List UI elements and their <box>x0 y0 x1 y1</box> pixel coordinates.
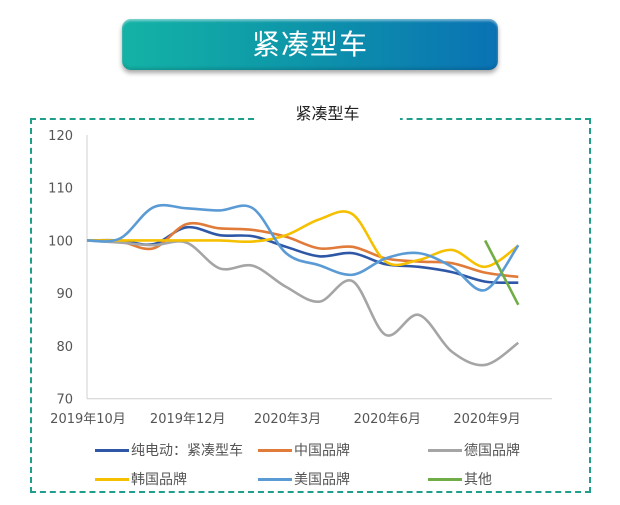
x-tick-label: 2019年12月 <box>150 412 226 427</box>
legend-label: 其他 <box>464 472 492 488</box>
legend-label: 纯电动：紧凑型车 <box>131 443 243 459</box>
series-line-2 <box>86 239 520 367</box>
y-tick-label: 70 <box>56 393 73 408</box>
y-tick-label: 120 <box>48 129 73 144</box>
y-tick-label: 100 <box>48 234 73 249</box>
legend-item: 韩国品牌 <box>95 469 187 489</box>
series-line-0 <box>86 225 519 285</box>
x-tick-label: 2020年3月 <box>254 412 321 427</box>
x-tick-label: 2020年6月 <box>354 412 421 427</box>
legend-swatch <box>258 448 292 452</box>
x-tick-label: 2020年9月 <box>453 412 520 427</box>
legend-item: 德国品牌 <box>428 440 520 460</box>
chart-title: 紧凑型车 <box>255 103 400 125</box>
legend-item: 其他 <box>428 469 492 489</box>
legend-label: 中国品牌 <box>294 443 350 459</box>
series-line-1 <box>86 221 519 279</box>
series-line-4 <box>86 203 520 292</box>
y-tick-label: 110 <box>48 182 73 197</box>
y-tick-label: 90 <box>56 287 73 302</box>
legend-label: 韩国品牌 <box>131 472 187 488</box>
legend-item: 美国品牌 <box>258 469 350 489</box>
legend-swatch <box>258 477 292 481</box>
legend-label: 德国品牌 <box>464 443 520 459</box>
legend-swatch <box>428 448 462 452</box>
legend-item: 纯电动：紧凑型车 <box>95 440 243 460</box>
banner-title: 紧凑型车 <box>122 19 498 70</box>
legend-item: 中国品牌 <box>258 440 350 460</box>
series-line-5 <box>483 239 520 306</box>
x-tick-label: 2019年10月 <box>50 412 126 427</box>
legend-swatch <box>95 477 129 481</box>
series-line-3 <box>87 210 520 269</box>
legend-label: 美国品牌 <box>294 472 350 488</box>
legend-swatch <box>428 477 462 481</box>
y-tick-label: 80 <box>56 340 73 355</box>
legend-swatch <box>95 448 129 452</box>
